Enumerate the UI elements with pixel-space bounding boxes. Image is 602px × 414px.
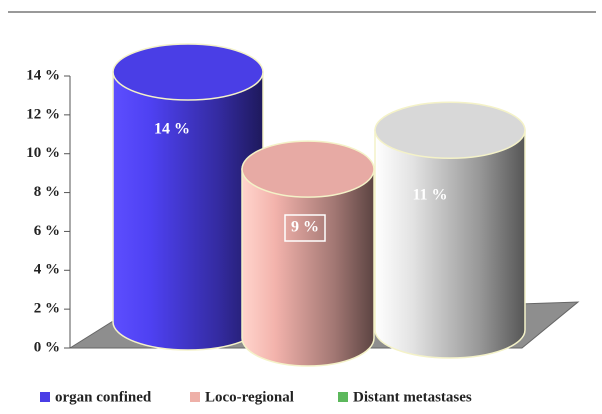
- label-box: [284, 214, 326, 242]
- y-tick-label: 0 %: [34, 339, 60, 355]
- legend-label: Loco-regional: [205, 389, 294, 405]
- legend-label: organ confined: [55, 389, 152, 405]
- legend-swatch: [190, 392, 200, 402]
- y-tick-label: 6 %: [34, 223, 60, 239]
- cylinder: [374, 129, 526, 359]
- y-tick-label: 2 %: [34, 301, 60, 317]
- cylinder-top: [112, 43, 264, 101]
- legend-swatch: [40, 392, 50, 402]
- cylinder: [112, 71, 264, 351]
- value-label: 14 %: [154, 121, 190, 138]
- y-tick-label: 4 %: [34, 262, 60, 278]
- cylinder-top: [374, 101, 526, 160]
- cylinder: [241, 168, 375, 367]
- value-label: 11 %: [412, 187, 447, 204]
- value-label: 9 %: [291, 219, 319, 236]
- y-tick-label: 14 %: [26, 67, 60, 83]
- cylinder-top: [241, 140, 375, 198]
- y-tick-label: 8 %: [34, 184, 60, 200]
- legend-label: Distant metastases: [353, 389, 472, 405]
- y-tick-label: 12 %: [26, 106, 60, 122]
- y-tick-label: 10 %: [26, 145, 60, 161]
- legend-swatch: [338, 392, 348, 402]
